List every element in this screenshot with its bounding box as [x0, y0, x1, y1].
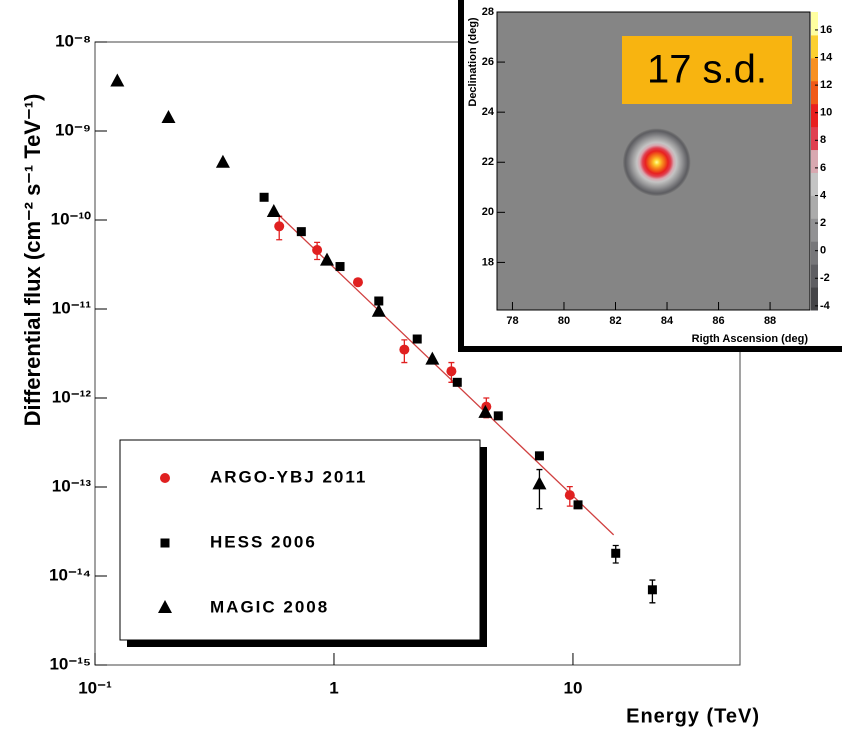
x-tick-label: 82	[609, 315, 621, 327]
colorbar-tick-label: 12	[820, 79, 832, 91]
y-tick-label: 28	[482, 6, 494, 18]
y-tick-label: 10⁻¹⁴	[49, 565, 91, 584]
y-tick-label: 10⁻⁹	[55, 120, 91, 139]
x-tick-label: 10⁻¹	[78, 678, 112, 697]
colorbar-segment	[811, 150, 818, 173]
colorbar-tick-label: -2	[820, 272, 830, 284]
point	[312, 245, 322, 255]
colorbar-segment	[811, 264, 818, 287]
colorbar-segment	[811, 172, 818, 195]
colorbar-tick-label: 14	[820, 51, 833, 63]
colorbar-tick-label: 0	[820, 245, 826, 257]
colorbar-tick-label: 16	[820, 24, 832, 36]
y-axis-label: Differential flux (cm⁻² s⁻¹ TeV⁻¹)	[20, 94, 45, 427]
x-tick-label: 80	[558, 315, 570, 327]
point	[574, 500, 583, 509]
x-axis-label: Energy (TeV)	[626, 705, 760, 727]
y-tick-label: 10⁻⁸	[55, 31, 91, 50]
colorbar-segment	[811, 127, 818, 150]
colorbar-segment	[811, 241, 818, 264]
colorbar-segment	[811, 12, 818, 35]
colorbar-tick-label: 4	[820, 189, 827, 201]
point	[494, 411, 503, 420]
source-spot	[623, 128, 691, 196]
legend-label: ARGO-YBJ 2011	[210, 467, 367, 486]
point	[267, 204, 281, 217]
y-tick-label: 26	[482, 56, 494, 68]
point	[399, 345, 409, 355]
chart: Differential flux (cm⁻² s⁻¹ TeV⁻¹) Energ…	[0, 0, 842, 734]
x-tick-label: 1	[329, 678, 338, 697]
colorbar-tick-label: 6	[820, 162, 826, 174]
inset-y-axis-label: Declination (deg)	[467, 17, 479, 107]
point	[353, 277, 363, 287]
y-tick-label: 22	[482, 156, 494, 168]
colorbar-tick-label: 10	[820, 107, 832, 119]
point	[320, 253, 334, 266]
point	[535, 451, 544, 460]
point	[216, 155, 230, 168]
colorbar-segment	[811, 195, 818, 218]
legend-label: MAGIC 2008	[210, 597, 329, 616]
point	[532, 476, 546, 489]
x-tick-label: 10	[563, 678, 582, 697]
colorbar-segment	[811, 287, 818, 310]
x-tick-label: 84	[661, 315, 674, 327]
y-tick-label: 10⁻¹⁵	[49, 654, 91, 673]
annotation: 17 s.d.	[647, 48, 767, 92]
point	[446, 366, 456, 376]
point	[425, 352, 439, 365]
point	[336, 262, 345, 271]
y-tick-label: 20	[482, 206, 494, 218]
point	[565, 490, 575, 500]
legend-marker	[160, 473, 170, 483]
colorbar-tick-label: -4	[820, 300, 831, 312]
point	[110, 73, 124, 86]
legend: ARGO-YBJ 2011 HESS 2006 MAGIC 2008	[120, 440, 487, 647]
point	[161, 110, 175, 123]
point	[611, 549, 620, 558]
point	[453, 378, 462, 387]
colorbar-tick-label: 8	[820, 134, 826, 146]
legend-marker	[161, 539, 170, 548]
point	[274, 221, 284, 231]
y-tick-label: 10⁻¹²	[52, 387, 92, 406]
colorbar-tick-label: 2	[820, 217, 826, 229]
colorbar-segment	[811, 58, 818, 81]
x-tick-label: 78	[506, 315, 518, 327]
inset: Declination (deg) Rigth Ascension (deg) …	[458, 0, 842, 352]
legend-label: HESS 2006	[210, 532, 317, 551]
point	[260, 193, 269, 202]
y-tick-label: 10⁻¹⁰	[51, 209, 92, 228]
colorbar-segment	[811, 35, 818, 58]
point	[413, 335, 422, 344]
y-tick-label: 10⁻¹¹	[52, 298, 92, 317]
colorbar-segment	[811, 81, 818, 104]
x-tick-label: 88	[764, 315, 776, 327]
colorbar-segment	[811, 218, 818, 241]
point	[297, 227, 306, 236]
point	[648, 585, 657, 594]
y-tick-label: 10⁻¹³	[52, 476, 92, 495]
y-tick-label: 18	[482, 256, 494, 268]
y-tick-label: 24	[482, 106, 495, 118]
colorbar-segment	[811, 104, 818, 127]
x-tick-label: 86	[712, 315, 724, 327]
inset-x-axis-label: Rigth Ascension (deg)	[692, 333, 809, 345]
